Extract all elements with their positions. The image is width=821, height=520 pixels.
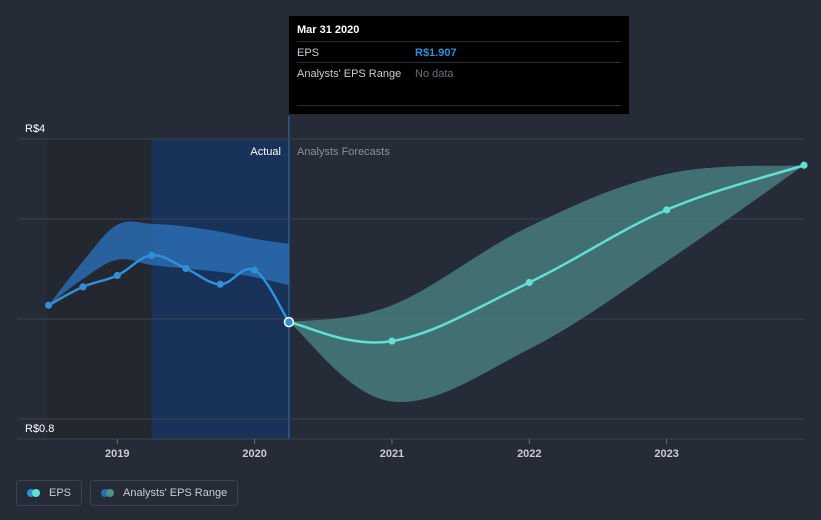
actual-label: Actual (250, 146, 281, 158)
eps-actual-point (251, 266, 259, 274)
eps-actual-point (79, 283, 87, 291)
y-label-bottom: R$0.8 (25, 423, 54, 435)
legend: EPS Analysts' EPS Range (16, 480, 239, 506)
forecast-eps-range-band (288, 165, 804, 402)
x-tick-label: 2020 (242, 448, 266, 460)
x-tick-label: 2022 (517, 448, 541, 460)
eps-actual-point (44, 301, 53, 309)
eps-actual-point (148, 251, 156, 259)
eps-swatch-icon (27, 489, 41, 497)
x-tick-label: 2021 (380, 448, 404, 460)
legend-range-button[interactable]: Analysts' EPS Range (90, 480, 239, 506)
tooltip-range-value: No data (415, 68, 454, 80)
eps-forecast-point (525, 278, 533, 287)
tooltip-eps-row: EPS R$1.907 (297, 41, 621, 62)
legend-eps-label: EPS (49, 487, 72, 499)
eps-actual-point (182, 264, 190, 273)
tooltip-range-row: Analysts' EPS Range No data (297, 62, 621, 83)
eps-forecast-point (663, 206, 671, 214)
legend-range-label: Analysts' EPS Range (123, 487, 228, 499)
tooltip-eps-value: R$1.907 (415, 47, 457, 59)
tooltip-range-label: Analysts' EPS Range (297, 68, 402, 80)
x-tick-label: 2019 (105, 448, 129, 460)
tooltip: Mar 31 2020 EPS R$1.907 Analysts' EPS Ra… (289, 16, 629, 114)
eps-actual-point (283, 316, 295, 328)
x-tick-label: 2023 (654, 448, 678, 460)
legend-eps-button[interactable]: EPS (16, 480, 83, 506)
tooltip-eps-label: EPS (297, 47, 320, 59)
tooltip-divider (297, 105, 621, 106)
eps-forecast-point (800, 161, 808, 169)
range-swatch-icon (101, 489, 115, 497)
actual-region-shade (151, 139, 289, 439)
eps-actual-point (216, 280, 224, 288)
forecast-label: Analysts Forecasts (297, 146, 390, 158)
tooltip-date: Mar 31 2020 (297, 24, 360, 36)
actual-eps-range-band (48, 221, 289, 306)
eps-forecast-point (388, 337, 396, 345)
y-label-top: R$4 (25, 123, 45, 135)
eps-actual-point (113, 271, 121, 280)
